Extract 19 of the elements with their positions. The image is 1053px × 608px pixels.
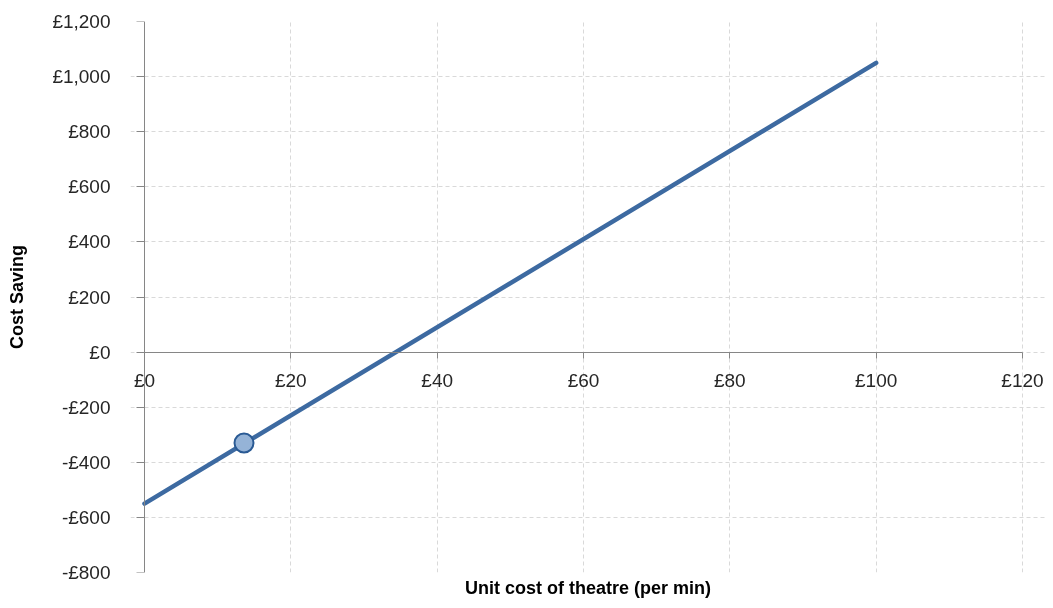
y-tick-label: £1,000 bbox=[52, 66, 111, 88]
x-tick-label: £100 bbox=[855, 370, 898, 392]
y-tick-label: £600 bbox=[68, 176, 111, 198]
y-tick-label: -£200 bbox=[61, 396, 111, 418]
y-tick-label: -£400 bbox=[61, 451, 111, 473]
y-tick-label: -£600 bbox=[61, 506, 111, 528]
y-tick-label: £0 bbox=[89, 341, 111, 363]
y-tick-label: £400 bbox=[68, 231, 111, 253]
y-axis-title: Cost Saving bbox=[7, 244, 28, 350]
x-axis-title: Unit cost of theatre (per min) bbox=[464, 577, 712, 598]
x-tick-label: £40 bbox=[421, 370, 454, 392]
x-tick-label: £120 bbox=[1001, 370, 1044, 392]
y-tick-label: £200 bbox=[68, 286, 111, 308]
y-tick-label: -£800 bbox=[61, 562, 111, 583]
y-tick-label: £800 bbox=[68, 121, 111, 143]
y-tick-label: £1,200 bbox=[52, 11, 111, 32]
x-tick-label: £60 bbox=[567, 370, 600, 392]
x-tick-label: £20 bbox=[274, 370, 307, 392]
x-tick-label: £80 bbox=[713, 370, 746, 392]
